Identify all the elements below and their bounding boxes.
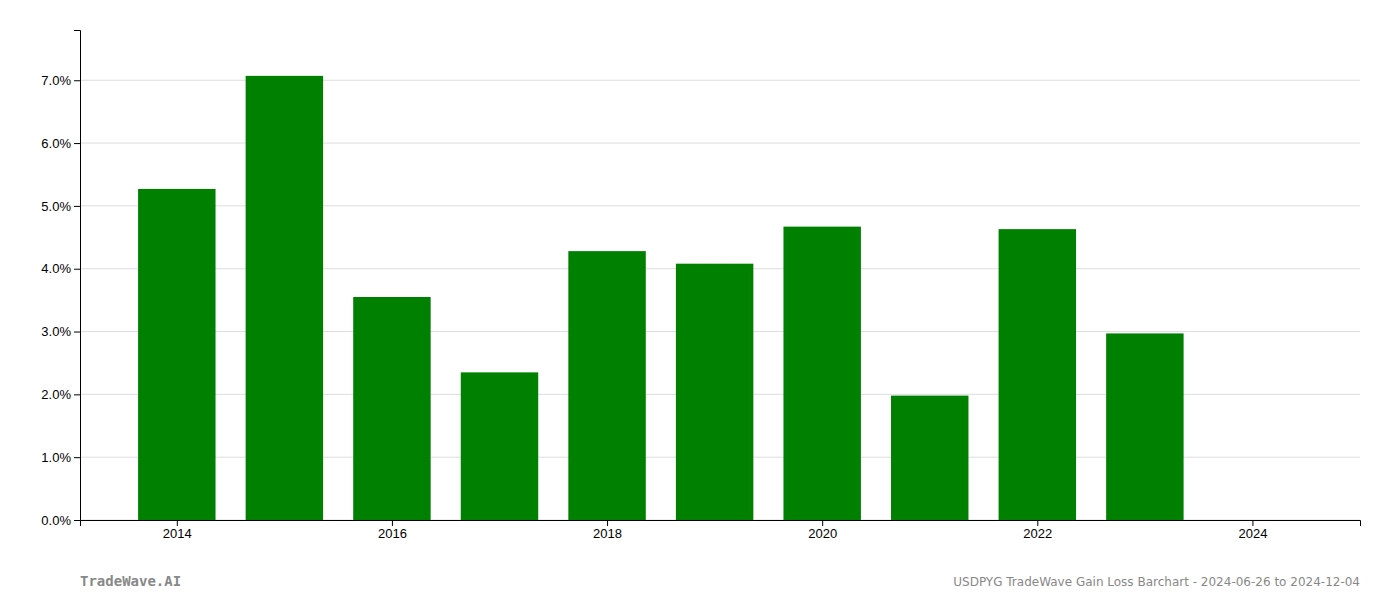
- bar: [353, 297, 430, 520]
- tick-label: 1.0%: [41, 450, 71, 465]
- tick-label: 3.0%: [41, 324, 71, 339]
- tick-label: 0.0%: [41, 513, 71, 528]
- tick-mark: [74, 332, 80, 333]
- tick: 2024: [1238, 520, 1267, 541]
- plot: 2014 2016 2018 2020 2022 2024 0.0% 1.0% 2.0% 3.0%…: [41, 31, 1360, 542]
- tick-mark: [822, 520, 823, 526]
- tick-mark: [74, 394, 80, 395]
- tick: 5.0%: [41, 199, 80, 214]
- tick-label: 4.0%: [41, 261, 71, 276]
- bar: [1106, 333, 1183, 520]
- y-axis: 0.0% 1.0% 2.0% 3.0% 4.0% 5.0% 6.0% 7.0%: [41, 31, 80, 528]
- tick: 2022: [1023, 520, 1052, 541]
- tick: 1.0%: [41, 450, 80, 465]
- chart: 2014 2016 2018 2020 2022 2024 0.0% 1.0% 2.0% 3.0%…: [0, 0, 1400, 600]
- tick-mark: [1252, 520, 1253, 526]
- tick-mark: [1037, 520, 1038, 526]
- annotation: TradeWave.AI: [80, 573, 181, 589]
- bar: [1214, 520, 1291, 521]
- tick-mark: [607, 520, 608, 526]
- tick: 0.0%: [41, 513, 80, 528]
- tick-mark: [74, 143, 80, 144]
- tick-mark: [74, 206, 80, 207]
- tick-label: 5.0%: [41, 199, 71, 214]
- tick: 6.0%: [41, 136, 80, 151]
- tick-label: 2024: [1238, 526, 1267, 541]
- tick-label: 2020: [808, 526, 837, 541]
- tick-label: 2.0%: [41, 387, 71, 402]
- tick-label: 7.0%: [41, 73, 71, 88]
- bar: [246, 76, 323, 520]
- bar: [138, 189, 215, 520]
- tick-label: 6.0%: [41, 136, 71, 151]
- tick-mark: [74, 269, 80, 270]
- tick: 2018: [593, 520, 622, 541]
- tick-mark: [177, 520, 178, 526]
- tick: 2016: [378, 520, 407, 541]
- tick: 2020: [808, 520, 837, 541]
- bars: [138, 76, 1184, 520]
- bar: [783, 227, 860, 520]
- bar: [461, 372, 538, 520]
- tick-label: 2016: [378, 526, 407, 541]
- tick: 2.0%: [41, 387, 80, 402]
- tick: 2014: [163, 520, 192, 541]
- axis-line: [74, 31, 81, 521]
- tick-mark: [74, 520, 80, 521]
- bar: [676, 264, 753, 520]
- tick: 3.0%: [41, 324, 80, 339]
- tick: 7.0%: [41, 73, 80, 88]
- tick-mark: [74, 457, 80, 458]
- bar: [568, 251, 645, 520]
- tick: 4.0%: [41, 261, 80, 276]
- tick-label: 2014: [163, 526, 192, 541]
- tick-label: 2022: [1023, 526, 1052, 541]
- tick-mark: [392, 520, 393, 526]
- annotation: USDPYG TradeWave Gain Loss Barchart - 20…: [953, 575, 1360, 589]
- bar: [999, 229, 1076, 520]
- tick-label: 2018: [593, 526, 622, 541]
- bar: [891, 396, 968, 520]
- annotations: TradeWave.AI USDPYG TradeWave Gain Loss B…: [80, 573, 1360, 589]
- x-axis: 2014 2016 2018 2020 2022 2024: [81, 520, 1361, 541]
- axis-line: [81, 521, 1361, 527]
- tick-mark: [74, 80, 80, 81]
